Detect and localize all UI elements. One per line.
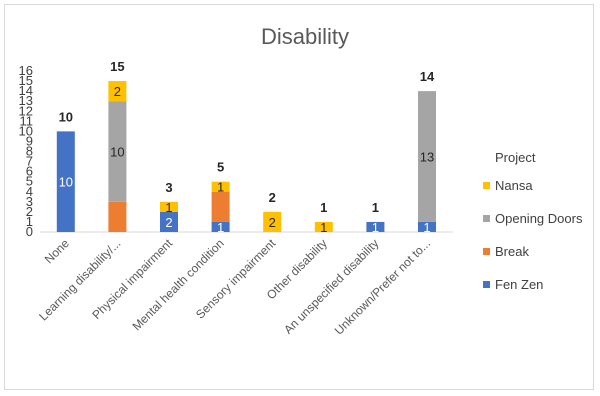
total-label: 10 xyxy=(59,109,73,124)
total-label: 15 xyxy=(110,59,124,74)
legend-label-break: Break xyxy=(495,244,529,259)
data-label: 2 xyxy=(269,215,276,230)
total-label: 2 xyxy=(269,190,276,205)
bar-nansa-mental-health-condition xyxy=(211,181,230,192)
x-tick-label: None xyxy=(42,236,72,266)
bar-opening-doors-learning-disability xyxy=(108,101,127,202)
total-label: 3 xyxy=(165,180,172,195)
legend-swatch-break xyxy=(483,248,490,255)
data-label: 1 xyxy=(217,180,224,195)
legend-swatch-opening-doors xyxy=(483,215,490,222)
total-label: 1 xyxy=(372,200,379,215)
y-tick-label: 3 xyxy=(26,194,33,209)
bar-break-mental-health-condition xyxy=(211,191,230,222)
data-label: 10 xyxy=(110,145,124,160)
x-tick-label: Mental health condition xyxy=(130,236,227,333)
bar-nansa-physical-impairment xyxy=(160,201,178,212)
bar-nansa-sensory-impairment xyxy=(263,211,282,232)
y-tick-label: 6 xyxy=(26,164,33,179)
data-label: 2 xyxy=(165,215,172,230)
y-tick-label: 13 xyxy=(19,93,33,108)
y-tick-label: 4 xyxy=(26,184,33,199)
data-label: 1 xyxy=(423,220,430,235)
legend-label-opening-doors: Opening Doors xyxy=(495,211,583,226)
bar-fen-zen-mental-health-condition xyxy=(211,221,230,232)
x-tick-label: An unspecified disability xyxy=(281,236,381,336)
y-tick-label: 5 xyxy=(26,174,33,189)
bar-fen-zen-physical-impairment xyxy=(160,211,178,232)
y-tick-label: 1 xyxy=(26,214,33,229)
legend-swatch-fen-zen xyxy=(483,281,490,288)
bar-fen-zen-none xyxy=(56,131,75,232)
y-tick-label: 15 xyxy=(19,73,33,88)
data-label: 1 xyxy=(320,220,327,235)
y-tick-label: 7 xyxy=(26,154,33,169)
data-label: 2 xyxy=(114,84,121,99)
y-tick-label: 16 xyxy=(19,63,33,78)
bar-opening-doors-unknown-prefer-not-to xyxy=(418,91,436,222)
data-label: 1 xyxy=(217,220,224,235)
y-tick-label: 2 xyxy=(26,204,33,219)
y-tick-label: 12 xyxy=(19,103,33,118)
legend-swatch-nansa xyxy=(483,182,490,189)
data-label: 1 xyxy=(165,200,172,215)
total-label: 14 xyxy=(420,69,435,84)
bar-nansa-other-disability xyxy=(314,221,333,232)
legend-label-nansa: Nansa xyxy=(495,178,533,193)
y-tick-label: 8 xyxy=(26,144,33,159)
bar-fen-zen-unknown-prefer-not-to xyxy=(418,221,436,232)
total-label: 1 xyxy=(320,200,327,215)
bar-fen-zen-an-unspecified-disability xyxy=(366,221,385,232)
data-label: 1 xyxy=(372,220,379,235)
legend-title: Project xyxy=(495,150,536,165)
bar-nansa-learning-disability xyxy=(108,81,127,102)
chart-area xyxy=(4,4,594,390)
legend-label-fen-zen: Fen Zen xyxy=(495,277,543,292)
chart-title: Disability xyxy=(261,24,349,49)
bar-break-learning-disability xyxy=(108,201,127,232)
data-label: 10 xyxy=(59,175,73,190)
total-label: 5 xyxy=(217,160,224,175)
y-tick-label: 11 xyxy=(20,113,34,128)
y-tick-label: 14 xyxy=(19,83,33,98)
y-tick-label: 9 xyxy=(26,133,33,148)
data-label: 13 xyxy=(420,150,434,165)
y-tick-label: 10 xyxy=(19,123,33,138)
y-tick-label: 0 xyxy=(26,224,33,239)
legend: Project Nansa Opening Doors Break Fen Zen xyxy=(483,150,583,292)
x-tick-label: Unknown/Prefer not to... xyxy=(332,236,433,337)
